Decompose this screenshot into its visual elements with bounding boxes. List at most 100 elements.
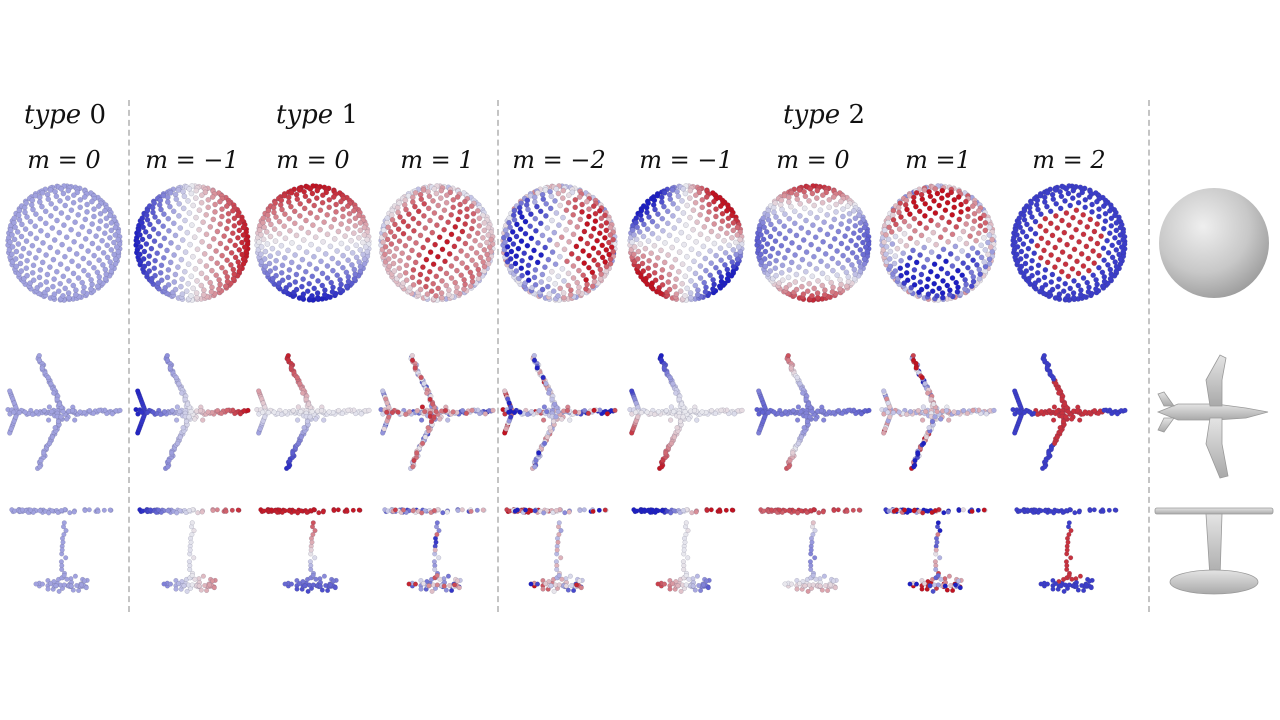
- sphere-point: [197, 258, 203, 265]
- sphere-point: [151, 265, 158, 271]
- sphere-point: [881, 239, 887, 245]
- sphere-point: [171, 252, 177, 258]
- airplane-point: [739, 407, 745, 414]
- sphere-point: [971, 210, 978, 217]
- sphere-point: [9, 244, 16, 250]
- airplane-point: [295, 440, 302, 447]
- sphere-point: [885, 219, 891, 226]
- airplane-point: [546, 390, 552, 396]
- sphere-point: [532, 282, 539, 288]
- sphere-point: [235, 212, 241, 219]
- sphere-point: [228, 262, 234, 268]
- table-point: [305, 588, 311, 594]
- sphere-point: [946, 219, 952, 226]
- sphere-point: [243, 236, 249, 243]
- sphere-point: [936, 253, 942, 260]
- sphere-point: [814, 214, 820, 221]
- sphere-point: [18, 268, 25, 274]
- sphere-point: [7, 239, 13, 245]
- airplane-point: [536, 450, 542, 456]
- sphere-point: [777, 202, 784, 208]
- sphere-point: [172, 191, 179, 198]
- airplane-point: [433, 408, 439, 415]
- sphere-point: [724, 266, 731, 273]
- sphere-point: [1112, 212, 1118, 219]
- sphere-point: [65, 187, 72, 194]
- table-point: [434, 520, 440, 526]
- sphere-point: [799, 283, 805, 290]
- sphere-point: [577, 216, 584, 223]
- sphere-point: [1105, 250, 1112, 256]
- table-point: [174, 510, 180, 516]
- sphere-point: [27, 218, 34, 225]
- airplane-point: [668, 440, 675, 447]
- sphere-point: [687, 195, 693, 201]
- table-point: [794, 577, 800, 583]
- sphere-point: [573, 243, 580, 250]
- airplane-point: [11, 400, 17, 406]
- table-point: [596, 507, 602, 513]
- airplane-point: [45, 374, 51, 381]
- sphere-point: [212, 209, 218, 215]
- sphere-point: [679, 280, 686, 287]
- sphere-point: [1080, 212, 1086, 218]
- sphere-point: [570, 275, 577, 281]
- table-point: [528, 581, 534, 587]
- airplane-point: [260, 400, 266, 406]
- sphere-point: [717, 245, 724, 251]
- sphere-point: [360, 239, 366, 246]
- sphere-point: [721, 237, 727, 244]
- table-point: [817, 583, 823, 589]
- sphere-point: [986, 256, 993, 262]
- sphere-point: [704, 236, 711, 242]
- sphere-point: [453, 289, 460, 295]
- sphere-point: [431, 210, 438, 216]
- sphere-point: [921, 187, 928, 193]
- sphere-point: [761, 224, 768, 231]
- sphere-point: [54, 217, 60, 224]
- airplane-panel-col6: [754, 353, 872, 472]
- airplane-point: [164, 353, 170, 359]
- table-point: [309, 539, 315, 545]
- table-point: [567, 573, 573, 579]
- sphere-point: [44, 191, 51, 198]
- sphere-point: [236, 227, 243, 234]
- sphere-point: [597, 275, 604, 282]
- sphere-point: [861, 224, 868, 231]
- sphere-point: [16, 217, 23, 223]
- sphere-point: [1105, 262, 1111, 268]
- airplane-point: [543, 381, 549, 387]
- sphere-point: [161, 211, 167, 217]
- sphere-point: [334, 272, 340, 278]
- sphere-point: [62, 285, 68, 292]
- table-point: [935, 520, 941, 526]
- sphere-point: [216, 286, 222, 292]
- table-point: [214, 507, 220, 513]
- sphere-point: [888, 229, 895, 235]
- sphere-point: [213, 272, 219, 278]
- airplane-point: [708, 407, 715, 414]
- table-point: [689, 510, 695, 516]
- sphere-point: [507, 256, 514, 262]
- sphere-point: [30, 277, 37, 283]
- sphere-point: [781, 223, 788, 230]
- sphere-point: [697, 212, 703, 218]
- sphere-point: [546, 276, 552, 282]
- sphere-point: [539, 191, 546, 198]
- airplane-point: [46, 440, 53, 447]
- table-point: [316, 510, 322, 516]
- sphere-point: [356, 212, 362, 219]
- sphere-point: [357, 247, 364, 253]
- sphere-point: [475, 275, 482, 282]
- sphere-point: [907, 235, 914, 242]
- airplane-point: [756, 388, 762, 394]
- sphere-point: [665, 279, 672, 285]
- airplane-panel-col1: [133, 353, 251, 472]
- sphere-point: [18, 253, 25, 259]
- sphere-point: [453, 255, 460, 262]
- sphere-point: [344, 245, 351, 251]
- sphere-point: [800, 276, 806, 282]
- sphere-point: [399, 250, 406, 256]
- sphere-point: [804, 288, 811, 294]
- sphere-point: [638, 217, 645, 223]
